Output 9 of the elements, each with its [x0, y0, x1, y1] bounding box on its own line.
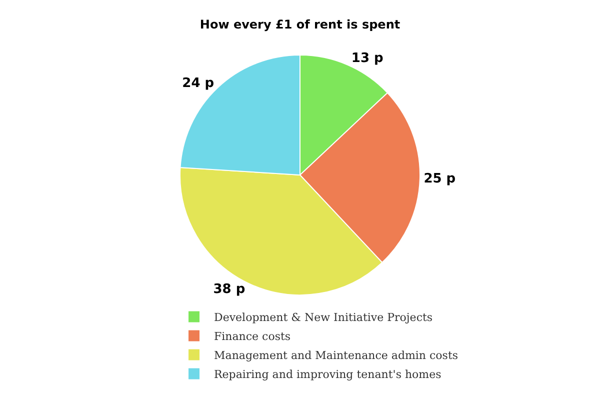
data-label: 25 p: [424, 171, 456, 186]
legend-label: Repairing and improving tenant's homes: [214, 368, 442, 381]
data-label: 13 p: [351, 51, 384, 66]
legend-label: Finance costs: [214, 330, 291, 343]
legend-label: Management and Maintenance admin costs: [214, 348, 458, 362]
chart-title: How every £1 of rent is spent: [200, 17, 400, 32]
data-label: 38 p: [213, 282, 246, 298]
data-label: 24 p: [182, 76, 214, 92]
legend-label: Development & New Initiative Projects: [214, 310, 433, 324]
